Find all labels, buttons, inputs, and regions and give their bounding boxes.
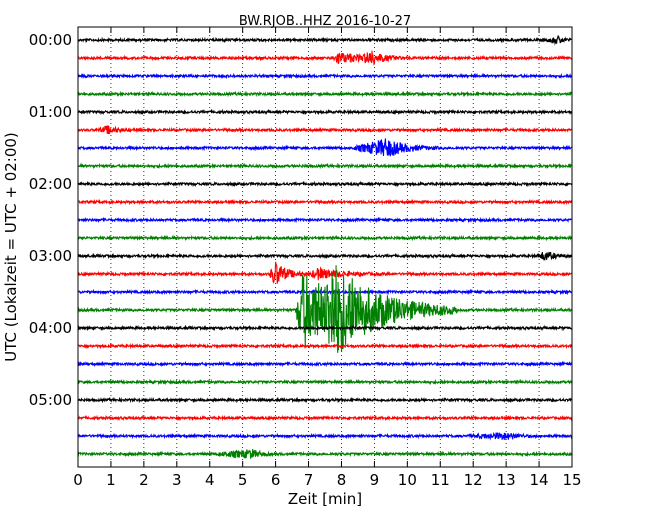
y-axis-label: UTC (Lokalzeit = UTC + 02:00): [2, 132, 20, 362]
y-tick-label: 02:00: [29, 175, 72, 193]
chart-title: BW.RJOB..HHZ 2016-10-27: [239, 14, 411, 29]
y-tick-label: 01:00: [29, 103, 72, 121]
y-tick-label: 05:00: [29, 391, 72, 409]
vertical-grid: [110, 27, 540, 467]
seismic-trace: [77, 108, 573, 116]
seismic-trace: [77, 35, 572, 46]
x-tick-label: 3: [172, 471, 182, 489]
x-tick-label: 7: [304, 471, 314, 489]
x-tick-label: 13: [497, 471, 516, 489]
seismic-trace: [77, 162, 572, 170]
seismic-traces: [77, 35, 573, 459]
x-tick-label: 0: [73, 471, 83, 489]
y-tick-label: 04:00: [29, 319, 72, 337]
plot-frame: [77, 26, 573, 468]
x-tick-label: 12: [464, 471, 483, 489]
seismic-trace: [77, 90, 573, 98]
x-tick-label: 9: [370, 471, 380, 489]
y-tick-label: 00:00: [29, 31, 72, 49]
y-tick-label: 03:00: [29, 247, 72, 265]
seismic-trace: [77, 138, 572, 157]
seismic-trace: [77, 50, 573, 66]
x-tick-label: 10: [398, 471, 417, 489]
seismic-trace: [77, 234, 573, 242]
x-tick-label: 8: [337, 471, 347, 489]
x-axis-ticks: 0 1 2 3 4 5 6 7 8 9 10 11 12 13 14 15: [73, 27, 582, 489]
x-tick-label: 6: [271, 471, 281, 489]
seismic-trace: [77, 216, 573, 224]
seismic-trace: [77, 431, 573, 441]
seismic-trace: [77, 448, 573, 459]
x-axis-label: Zeit [min]: [288, 490, 362, 508]
x-tick-label: 2: [139, 471, 149, 489]
x-tick-label: 5: [238, 471, 248, 489]
seismic-trace: [77, 261, 572, 284]
seismic-trace: [77, 125, 572, 135]
x-tick-label: 4: [205, 471, 215, 489]
y-axis-ticks: 00:00 01:00 02:00 03:00 04:00 05:00: [29, 31, 84, 409]
seismic-trace: [77, 360, 573, 368]
seismic-trace: [77, 414, 573, 422]
seismic-trace: [77, 265, 572, 353]
x-tick-label: 14: [530, 471, 549, 489]
seismic-trace: [77, 396, 573, 404]
seismic-trace: [77, 324, 573, 332]
x-tick-label: 1: [106, 471, 116, 489]
x-tick-label: 11: [431, 471, 450, 489]
seismic-trace: [77, 378, 573, 386]
x-tick-label: 15: [562, 471, 581, 489]
seismic-trace: [77, 72, 573, 80]
seismic-trace: [77, 198, 573, 206]
seismic-trace: [77, 180, 573, 188]
seismic-trace: [77, 342, 572, 350]
seismic-trace: [77, 251, 573, 262]
